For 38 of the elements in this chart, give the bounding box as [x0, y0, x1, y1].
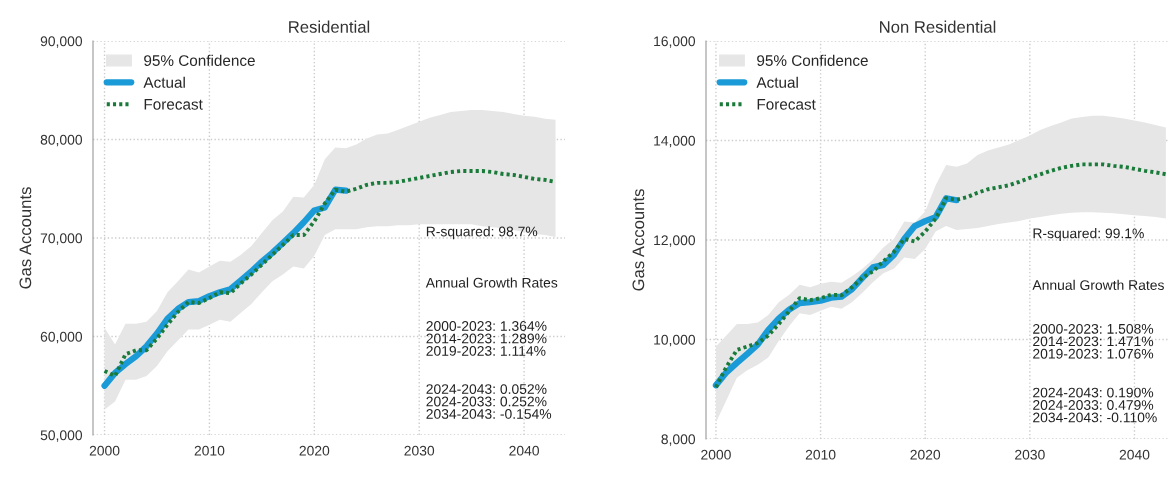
- legend-label: Actual: [756, 76, 798, 88]
- x-tick-label: 2010: [194, 445, 225, 456]
- y-tick-label: 90,000: [40, 36, 83, 48]
- legend-label: Actual: [143, 76, 185, 88]
- y-axis-title: Gas Accounts: [19, 187, 32, 289]
- x-tick-label: 2020: [299, 445, 330, 456]
- y-tick-label: 14,000: [654, 135, 696, 148]
- x-tick-label: 2030: [1015, 449, 1045, 460]
- y-tick-label: 16,000: [654, 36, 696, 48]
- x-tick-label: 2020: [910, 449, 941, 460]
- annotation: Annual Growth Rates: [1032, 279, 1164, 290]
- annotation: 2024-2043: 0.190% 2024-2033: 0.479% 2034-2043: -0.110%: [1033, 387, 1157, 423]
- x-tick-label: 2010: [805, 449, 836, 460]
- y-tick-label: 10,000: [654, 334, 696, 347]
- annotation: Annual Growth Rates: [425, 277, 558, 288]
- annotation: 2000-2023: 1.364% 2014-2023: 1.289% 2019-2023: 1.114%: [426, 321, 547, 356]
- annotation: R-squared: 98.7%: [426, 226, 538, 240]
- y-tick-label: 12,000: [654, 235, 696, 247]
- x-tick-label: 2000: [89, 445, 120, 456]
- chart-title: Residential: [289, 20, 370, 33]
- y-tick-label: 70,000: [40, 233, 83, 245]
- annotation: R-squared: 99.1%: [1033, 228, 1144, 242]
- legend-label: 95% Confidence: [757, 54, 868, 66]
- x-tick-label: 2000: [701, 449, 731, 460]
- x-tick-label: 2040: [1119, 449, 1150, 460]
- x-tick-label: 2040: [509, 445, 539, 456]
- legend-label: Forecast: [144, 99, 203, 110]
- y-tick-label: 60,000: [40, 331, 83, 344]
- y-axis-title: Gas Accounts: [632, 189, 645, 291]
- x-tick-label: 2030: [404, 445, 435, 456]
- legend-label: 95% Confidence: [144, 54, 255, 66]
- annotation: 2024-2043: 0.052% 2024-2033: 0.252% 2034-2043: -0.154%: [426, 384, 552, 419]
- y-tick-label: 50,000: [40, 430, 83, 442]
- annotation: 2000-2023: 1.508% 2014-2023: 1.471% 2019-2023: 1.076%: [1033, 323, 1154, 359]
- chart-title: Non Residential: [880, 20, 996, 33]
- legend-label: Forecast: [757, 99, 816, 110]
- y-tick-label: 80,000: [40, 134, 83, 147]
- y-tick-label: 8,000: [661, 434, 696, 446]
